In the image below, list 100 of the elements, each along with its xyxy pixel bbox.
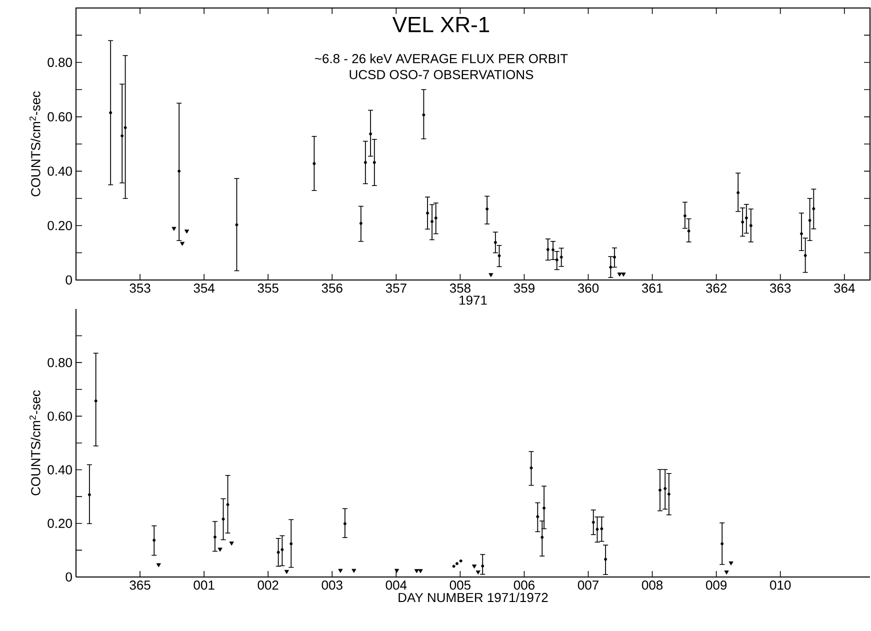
x-tick-label: 001 (194, 580, 214, 590)
point (172, 226, 176, 231)
x-axis-title: 1971 (460, 296, 487, 305)
y-tick-label: 0.20 (48, 518, 72, 528)
point (94, 399, 98, 402)
point (430, 220, 434, 224)
y-tick-label: 0.40 (48, 465, 72, 474)
point (724, 570, 729, 574)
point (312, 162, 316, 166)
x-tick-label: 005 (450, 580, 470, 590)
x-tick-label: 002 (258, 580, 278, 590)
point (422, 113, 426, 116)
point (617, 272, 622, 277)
point (290, 542, 293, 546)
point (124, 126, 127, 130)
x-tick-label: 354 (194, 284, 215, 293)
x-tick-label: 357 (386, 284, 406, 293)
point (609, 266, 612, 269)
point (434, 216, 438, 220)
point (749, 224, 752, 228)
point (418, 569, 423, 574)
point (452, 564, 456, 568)
point (494, 240, 497, 244)
x-tick-label: 006 (514, 580, 535, 590)
point (613, 256, 616, 259)
x-tick-label: 007 (578, 580, 598, 590)
x-tick-label: 360 (578, 284, 599, 293)
x-tick-label: 003 (322, 580, 342, 590)
point (352, 568, 356, 573)
x-tick-label: 009 (706, 580, 727, 590)
point (555, 258, 558, 262)
x-tick-label: 361 (642, 284, 663, 293)
y-axis-title: COUNTS/cm$^{2}$-sec (29, 91, 40, 196)
x-tick-label: 008 (642, 580, 663, 590)
point (552, 248, 555, 252)
annotation: UCSD OSO-7 OBSERVATIONS (350, 70, 534, 80)
x-tick-label: 010 (770, 580, 791, 590)
point (343, 522, 346, 526)
point (542, 506, 546, 510)
point (369, 132, 372, 136)
point (560, 256, 563, 259)
x-tick-label: 356 (322, 284, 342, 293)
x-tick-label: 355 (258, 284, 278, 293)
point (459, 559, 462, 562)
point (178, 170, 181, 173)
point (804, 254, 807, 258)
point (720, 542, 724, 546)
point (744, 216, 748, 220)
point (280, 548, 284, 552)
y-tick-label: 0.60 (48, 412, 72, 421)
point (184, 230, 190, 234)
point (218, 548, 222, 552)
point (683, 214, 686, 218)
point (455, 562, 458, 566)
point (667, 492, 670, 496)
point (284, 570, 289, 574)
x-tick-label: 362 (706, 284, 727, 293)
point (364, 160, 367, 164)
point (800, 232, 803, 236)
point (808, 218, 812, 222)
point (486, 207, 489, 210)
point (229, 542, 234, 546)
point (498, 254, 501, 258)
point (664, 487, 667, 490)
point (604, 558, 608, 561)
point (213, 536, 216, 539)
point (156, 563, 161, 568)
point (728, 561, 734, 566)
point (359, 222, 362, 225)
point (88, 493, 91, 496)
point (812, 207, 816, 210)
text: ~6.8 - 26 keV AVERAGE FLUX PER ORBIT (314, 54, 568, 64)
x-tick-label: 364 (834, 284, 855, 293)
chart-title: VEL XR-1 (392, 16, 490, 32)
point (414, 569, 419, 574)
x-axis-title: DAY NUMBER 1971/1972 (398, 592, 548, 602)
y-tick-label: 0.60 (48, 112, 72, 122)
y-tick-label: 0.80 (48, 58, 72, 67)
point (235, 223, 238, 226)
point (226, 503, 230, 506)
point (596, 528, 599, 531)
x-tick-label: 004 (386, 580, 407, 590)
point (592, 520, 595, 524)
x-tick-label: 365 (130, 580, 150, 590)
point (600, 527, 604, 530)
point (109, 111, 112, 114)
point (658, 488, 662, 492)
point (476, 570, 480, 574)
x-tick-label: 353 (130, 284, 150, 293)
point (180, 242, 185, 246)
point (481, 564, 484, 568)
point (472, 564, 477, 569)
point (276, 550, 280, 554)
y-tick-label: 0 (66, 275, 72, 285)
point (394, 568, 400, 573)
point (736, 191, 740, 194)
point (338, 568, 343, 573)
point (621, 272, 626, 277)
point (546, 248, 550, 252)
x-tick-label: 359 (514, 284, 534, 293)
